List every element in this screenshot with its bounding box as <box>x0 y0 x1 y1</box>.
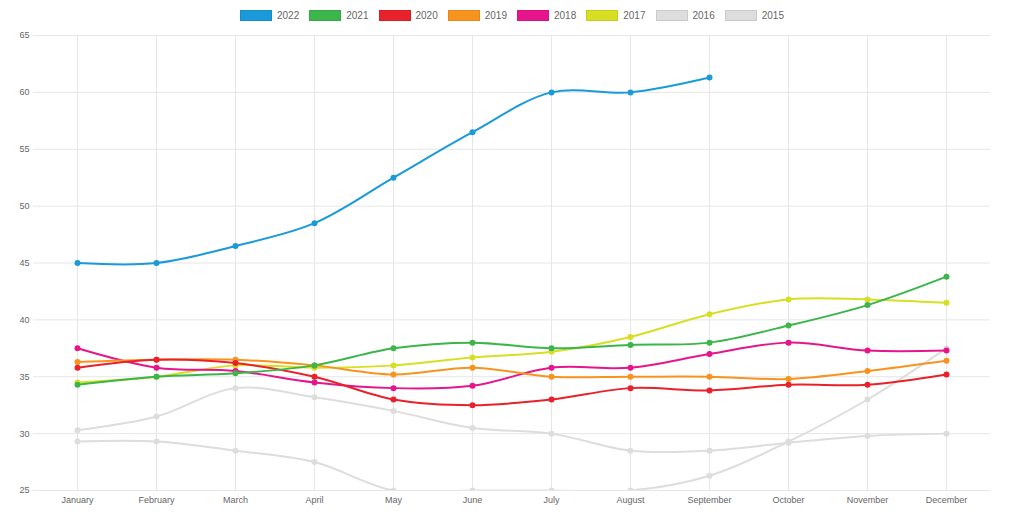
html-text:2016: 2016 <box>692 9 715 21</box>
svg-text:35: 35 <box>19 372 29 382</box>
svg-text:25: 25 <box>19 485 29 495</box>
svg-text:45: 45 <box>19 258 29 268</box>
svg-text:April: April <box>305 495 323 505</box>
svg-text:February: February <box>138 495 175 505</box>
html-text:2018: 2018 <box>554 9 577 21</box>
svg-text:May: May <box>385 495 403 505</box>
svg-text:65: 65 <box>19 30 29 40</box>
svg-text:55: 55 <box>19 144 29 154</box>
html-text:2022: 2022 <box>277 9 300 21</box>
svg-text:30: 30 <box>19 429 29 439</box>
svg-text:June: June <box>463 495 483 505</box>
svg-text:60: 60 <box>19 87 29 97</box>
svg-text:August: August <box>616 495 645 505</box>
svg-text:September: September <box>687 495 731 505</box>
html-text:2021: 2021 <box>346 9 369 21</box>
svg-text:January: January <box>61 495 94 505</box>
svg-text:November: November <box>847 495 889 505</box>
svg-text:March: March <box>223 495 248 505</box>
html-text:2015: 2015 <box>761 9 784 21</box>
html-text:2020: 2020 <box>415 9 438 21</box>
svg-text:40: 40 <box>19 315 29 325</box>
svg-text:July: July <box>543 495 560 505</box>
html-text:2019: 2019 <box>484 9 507 21</box>
svg-text:50: 50 <box>19 201 29 211</box>
svg-text:December: December <box>926 495 968 505</box>
html-text:2017: 2017 <box>623 9 646 21</box>
svg-text:October: October <box>772 495 804 505</box>
